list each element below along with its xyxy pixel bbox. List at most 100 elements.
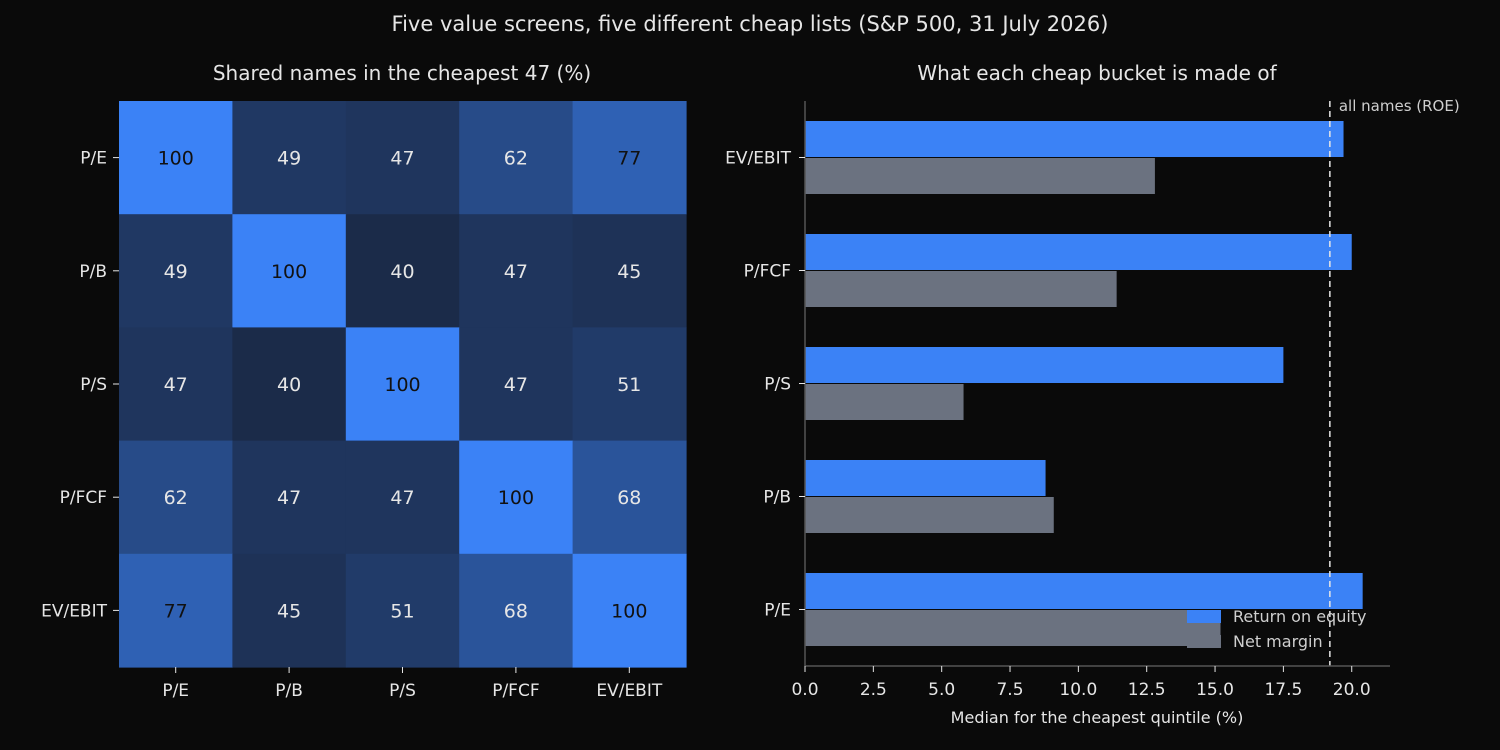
heatmap-cell-labels: 100 49 47 62 77 49 100 40 47 45 47 40 100 47 51 62 47 47 1… — [158, 148, 648, 623]
heatmap-cell-label: 47 — [390, 487, 414, 509]
net-margin-bar — [805, 610, 1221, 646]
y-tick-label: P/S — [80, 375, 107, 395]
roe-bar — [805, 460, 1046, 496]
heatmap-cell-label: 47 — [164, 374, 188, 396]
heatmap-cell — [232, 327, 347, 442]
bar-marks — [805, 121, 1363, 646]
heatmap-cell — [345, 214, 460, 328]
legend: Return on equity Net margin — [1187, 607, 1367, 651]
heatmap-cell-label: 47 — [504, 374, 528, 396]
y-tick-label: P/S — [764, 375, 791, 395]
heatmap-cells — [119, 101, 687, 668]
heatmap-cell — [345, 553, 460, 668]
figure-title: Five value screens, five different cheap… — [392, 12, 1109, 36]
x-tick-label: 20.0 — [1333, 680, 1371, 700]
x-tick-label: P/FCF — [492, 681, 539, 701]
heatmap-cell-label: 40 — [390, 261, 414, 283]
x-tick-label: 7.5 — [996, 680, 1023, 700]
x-tick-label: P/E — [162, 681, 189, 701]
legend-swatch-net-margin — [1187, 635, 1221, 648]
heatmap-cell-label: 77 — [164, 600, 188, 622]
x-tick-label: 5.0 — [928, 680, 955, 700]
heatmap-cell — [119, 553, 233, 668]
x-tick-label: 10.0 — [1059, 680, 1097, 700]
heatmap-cell — [345, 440, 460, 555]
heatmap-cell-label: 68 — [504, 600, 528, 622]
heatmap-cell-label: 68 — [617, 487, 641, 509]
reference-line-group: all names (ROE) — [1329, 97, 1460, 666]
heatmap-cell-label: 45 — [617, 261, 641, 283]
bar-panel: What each cheap bucket is made of all na… — [725, 61, 1460, 727]
x-tick-label: EV/EBIT — [596, 681, 663, 701]
heatmap-cell-label: 49 — [277, 148, 301, 170]
reference-line-label: all names (ROE) — [1339, 97, 1460, 115]
net-margin-bar — [805, 271, 1117, 307]
x-tick-label: 2.5 — [860, 680, 887, 700]
heatmap-cell — [119, 101, 233, 215]
heatmap-cell-label: 100 — [498, 487, 534, 509]
x-tick-label: P/S — [389, 681, 416, 701]
roe-bar — [805, 121, 1344, 157]
heatmap-cell — [572, 214, 687, 328]
heatmap-cell — [459, 214, 574, 328]
heatmap-cell — [119, 440, 233, 555]
x-tick-label: 12.5 — [1128, 680, 1166, 700]
heatmap-x-axis: P/E P/B P/S P/FCF EV/EBIT — [162, 667, 663, 701]
legend-swatch-roe — [1187, 610, 1221, 623]
heatmap-cell — [232, 440, 347, 555]
heatmap-cell — [232, 553, 347, 668]
legend-label: Return on equity — [1233, 607, 1367, 626]
legend-label: Net margin — [1233, 632, 1323, 651]
net-margin-bar — [805, 384, 964, 420]
roe-bar — [805, 347, 1284, 383]
x-tick-label: P/B — [275, 681, 303, 701]
heatmap-cell-label: 47 — [277, 487, 301, 509]
heatmap-cell-label: 62 — [164, 487, 188, 509]
heatmap-cell — [232, 101, 347, 215]
y-tick-label: EV/EBIT — [41, 601, 108, 621]
bar-axes: 0.0 2.5 5.0 7.5 10.0 12.5 15.0 17.5 20.0 P/E P/B P/… — [725, 101, 1390, 700]
heatmap-cell — [232, 214, 347, 328]
heatmap-cell — [572, 440, 687, 555]
heatmap-cell — [345, 327, 460, 442]
heatmap-cell-label: 62 — [504, 148, 528, 170]
heatmap-y-axis: P/E P/B P/S P/FCF EV/EBIT — [41, 149, 119, 621]
heatmap-title: Shared names in the cheapest 47 (%) — [213, 61, 591, 85]
x-tick-label: 17.5 — [1264, 680, 1302, 700]
heatmap-cell — [459, 440, 574, 555]
bar-x-axis-label: Median for the cheapest quintile (%) — [951, 708, 1244, 727]
y-tick-label: P/B — [763, 488, 791, 508]
y-tick-label: P/E — [80, 149, 107, 169]
heatmap-cell-label: 49 — [164, 261, 188, 283]
heatmap-cell — [119, 327, 233, 442]
heatmap-cell-label: 51 — [617, 374, 641, 396]
heatmap-cell — [459, 101, 574, 215]
heatmap-cell-label: 47 — [504, 261, 528, 283]
x-tick-label: 15.0 — [1196, 680, 1234, 700]
heatmap-cell — [459, 327, 574, 442]
net-margin-bar — [805, 497, 1054, 533]
heatmap-cell — [119, 214, 233, 328]
bar-chart-title: What each cheap bucket is made of — [917, 61, 1277, 85]
net-margin-bar — [805, 158, 1155, 194]
x-tick-label: 0.0 — [791, 680, 818, 700]
heatmap-panel: Shared names in the cheapest 47 (%) 100 4… — [41, 61, 687, 701]
heatmap-cell — [345, 101, 460, 215]
y-tick-label: P/FCF — [744, 262, 791, 282]
heatmap-cell — [572, 553, 687, 668]
y-tick-label: P/B — [79, 262, 107, 282]
heatmap-cell — [459, 553, 574, 668]
heatmap-cell-label: 100 — [158, 148, 194, 170]
heatmap-cell-label: 100 — [271, 261, 307, 283]
heatmap-cell-label: 45 — [277, 600, 301, 622]
heatmap-cell-label: 51 — [390, 600, 414, 622]
roe-bar — [805, 573, 1363, 609]
heatmap-cell-label: 47 — [390, 148, 414, 170]
heatmap-cell — [572, 327, 687, 442]
heatmap-cell-label: 100 — [611, 600, 647, 622]
heatmap-cell-label: 100 — [384, 374, 420, 396]
heatmap-cell — [572, 101, 687, 215]
heatmap-cell-label: 77 — [617, 148, 641, 170]
y-tick-label: P/E — [764, 601, 791, 621]
